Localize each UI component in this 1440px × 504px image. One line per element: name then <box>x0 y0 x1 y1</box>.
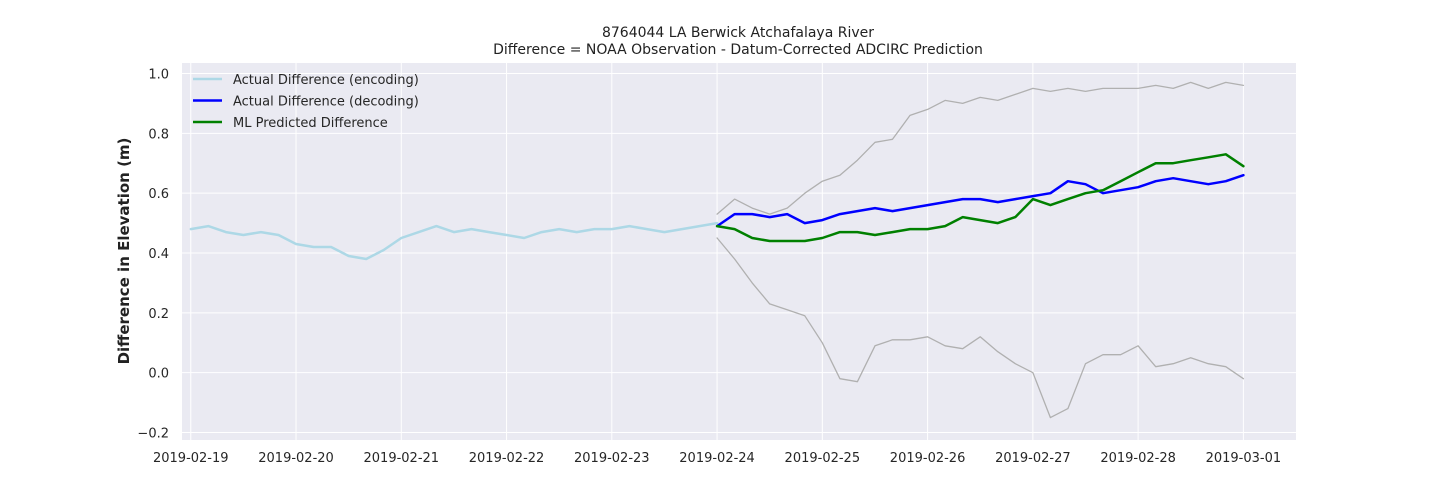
y-tick-label: 1.0 <box>148 67 169 82</box>
chart-title: 8764044 LA Berwick Atchafalaya River <box>602 25 874 41</box>
x-axis: 2019-02-19 2019-02-20 2019-02-21 2019-02-22… <box>153 451 1281 466</box>
x-tick-label: 2019-02-25 <box>785 451 861 466</box>
x-tick-label: 2019-02-28 <box>1100 451 1176 466</box>
y-tick-label: 0.0 <box>148 367 169 382</box>
legend-label: Actual Difference (encoding) <box>233 73 419 88</box>
legend-label: ML Predicted Difference <box>233 116 388 131</box>
y-axis: −0.2 0.0 0.2 0.4 0.6 0.8 1.0 <box>137 67 169 441</box>
y-tick-label: 0.2 <box>148 307 169 322</box>
x-tick-label: 2019-02-23 <box>574 451 650 466</box>
bound-line <box>716 81 1245 215</box>
x-tick-label: 2019-02-22 <box>469 451 545 466</box>
legend-label: Actual Difference (decoding) <box>233 95 419 110</box>
x-tick-label: 2019-02-20 <box>258 451 334 466</box>
grid <box>182 63 1296 440</box>
y-tick-label: 0.8 <box>148 127 169 142</box>
series-layer <box>189 81 1245 419</box>
y-tick-label: −0.2 <box>137 427 169 442</box>
x-tick-label: 2019-02-21 <box>364 451 440 466</box>
plot-area <box>182 63 1296 440</box>
x-tick-label: 2019-02-19 <box>153 451 229 466</box>
x-tick-label: 2019-02-24 <box>679 451 755 466</box>
y-tick-label: 0.4 <box>148 247 169 262</box>
x-tick-label: 2019-03-01 <box>1206 451 1282 466</box>
x-tick-label: 2019-02-26 <box>890 451 966 466</box>
legend: Actual Difference (encoding) Actual Diffe… <box>193 73 419 131</box>
y-axis-label: Difference in Elevation (m) <box>115 138 133 365</box>
series-line <box>189 221 719 261</box>
y-tick-label: 0.6 <box>148 187 169 202</box>
bound-line <box>716 237 1245 419</box>
x-tick-label: 2019-02-27 <box>995 451 1071 466</box>
chart-subtitle: Difference = NOAA Observation - Datum-Co… <box>493 42 983 58</box>
series-line <box>715 153 1245 243</box>
series-line <box>715 173 1245 228</box>
